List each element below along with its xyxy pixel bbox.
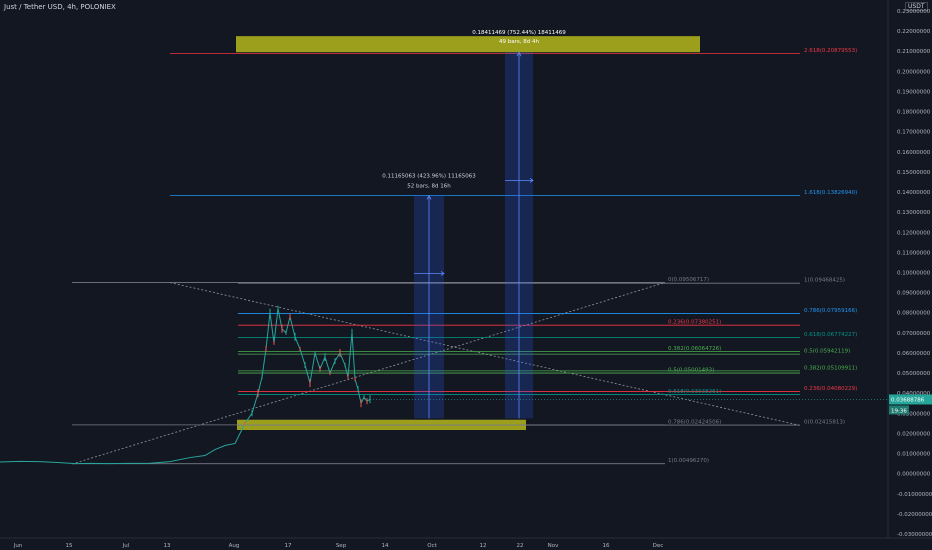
y-tick-label: 0.07000000 [897,331,931,337]
fib-level-label: 0(0.09506717) [668,277,709,283]
y-tick-label: 0.21000000 [897,49,931,55]
fib-level-label: 0.786(0.07959166) [804,308,857,314]
countdown-badge [889,405,909,415]
fib-level-label: 0(0.02415813) [804,420,845,426]
trendline [71,282,666,465]
x-tick-label: 14 [382,543,389,549]
y-tick-label: 0.03000000 [897,411,931,417]
fib-level-label: 0.5(0.05942119) [804,349,850,355]
x-tick-label: 17 [285,543,292,549]
measure-harrow [529,178,534,183]
measure-arrow [426,194,432,200]
last-price-badge [889,394,932,405]
x-tick-label: Aug [229,543,240,549]
x-tick-label: 15 [66,543,73,549]
chart-title: Just / Tether USD, 4h, POLONIEX [4,3,116,11]
fib-level-label: 0.382(0.06064726) [668,346,721,352]
x-tick-label: Jun [13,543,23,549]
x-tick-label: Sep [336,543,347,549]
last-price-text: 0.03688786 [891,397,925,403]
y-tick-label: 0.09000000 [897,291,931,297]
y-tick-label: 0.23000000 [897,9,931,15]
currency-button[interactable]: USDT [905,2,928,11]
fib-level-label: 1(0.09468425) [804,278,845,284]
y-tick-label: 0.18000000 [897,110,931,116]
measure-arrow [516,51,522,57]
fib-level-label: 0.786(0.02424506) [668,419,721,425]
y-tick-label: 0.08000000 [897,311,931,317]
fib-level-label: 0.236(0.04080229) [804,386,857,392]
fib-level-label: 0.382(0.05109911) [804,365,857,371]
measure-label: 0.18411469 (752.44%) 18411469 [472,30,566,36]
countdown-text: 19:36 [891,408,907,414]
fib-level-label: 0.618(0.03938261) [668,389,721,395]
y-tick-label: 0.13000000 [897,210,931,216]
y-tick-label: 0.01000000 [897,452,931,458]
measure-harrow [440,271,445,276]
y-tick-label: 0.17000000 [897,130,931,136]
y-tick-label: -0.01000000 [897,492,932,498]
y-tick-label: 0.20000000 [897,69,931,75]
y-tick-label: 0.15000000 [897,170,931,176]
measure-sublabel: 49 bars, 8d 4h [499,39,539,45]
x-tick-label: Oct [427,543,437,549]
x-tick-label: 22 [517,543,524,549]
y-tick-label: -0.02000000 [897,512,932,518]
x-tick-label: Jul [122,543,130,549]
fib-level-label: 1(0.00496270) [668,458,709,464]
x-tick-label: 13 [164,543,171,549]
y-tick-label: 0.05000000 [897,371,931,377]
x-tick-label: Nov [548,543,559,549]
fib-level-label: 1.618(0.13826940) [804,190,857,196]
price-series-line [0,308,371,465]
y-tick-label: -0.03000000 [897,532,932,538]
fib-level-label: 0.618(0.06774227) [804,332,857,338]
y-tick-label: 0.11000000 [897,250,931,256]
y-tick-label: 0.02000000 [897,431,931,437]
fib-level-label: 0.236(0.07380251) [668,320,721,326]
fib-level-label: 0.5(0.05001493) [668,368,714,374]
y-tick-label: 0.19000000 [897,89,931,95]
y-tick-label: 0.14000000 [897,190,931,196]
x-tick-label: 16 [603,543,610,549]
y-tick-label: 0.16000000 [897,150,931,156]
x-tick-label: Dec [653,543,664,549]
y-tick-label: 0.12000000 [897,230,931,236]
y-tick-label: 0.00000000 [897,472,931,478]
fib-level-label: 2.618(0.20879553) [804,48,857,54]
measure-sublabel: 52 bars, 8d 16h [407,183,451,189]
target-zone [236,36,700,53]
x-tick-label: 12 [480,543,487,549]
y-tick-label: 0.22000000 [897,29,931,35]
y-tick-label: 0.10000000 [897,271,931,277]
y-tick-label: 0.04000000 [897,391,931,397]
measure-label: 0.11165063 (423.96%) 11165063 [382,173,476,179]
y-tick-label: 0.06000000 [897,351,931,357]
